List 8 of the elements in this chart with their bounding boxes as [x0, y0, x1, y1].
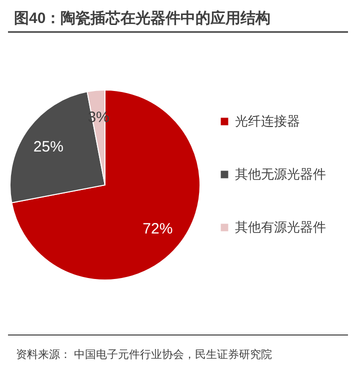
- legend-label: 其他无源光器件: [235, 166, 326, 182]
- legend-label: 其他有源光器件: [235, 220, 326, 234]
- legend-label: 光纤连接器: [235, 114, 300, 128]
- data-label: 72%: [142, 220, 173, 238]
- text: 资料来源： 中国电子元件行业协会，民生证券研究院: [16, 348, 272, 361]
- pie-slice: [11, 90, 200, 280]
- data-label: 25%: [33, 138, 64, 156]
- chart-title: 图40：陶瓷插芯在光器件中的应用结构: [14, 9, 271, 27]
